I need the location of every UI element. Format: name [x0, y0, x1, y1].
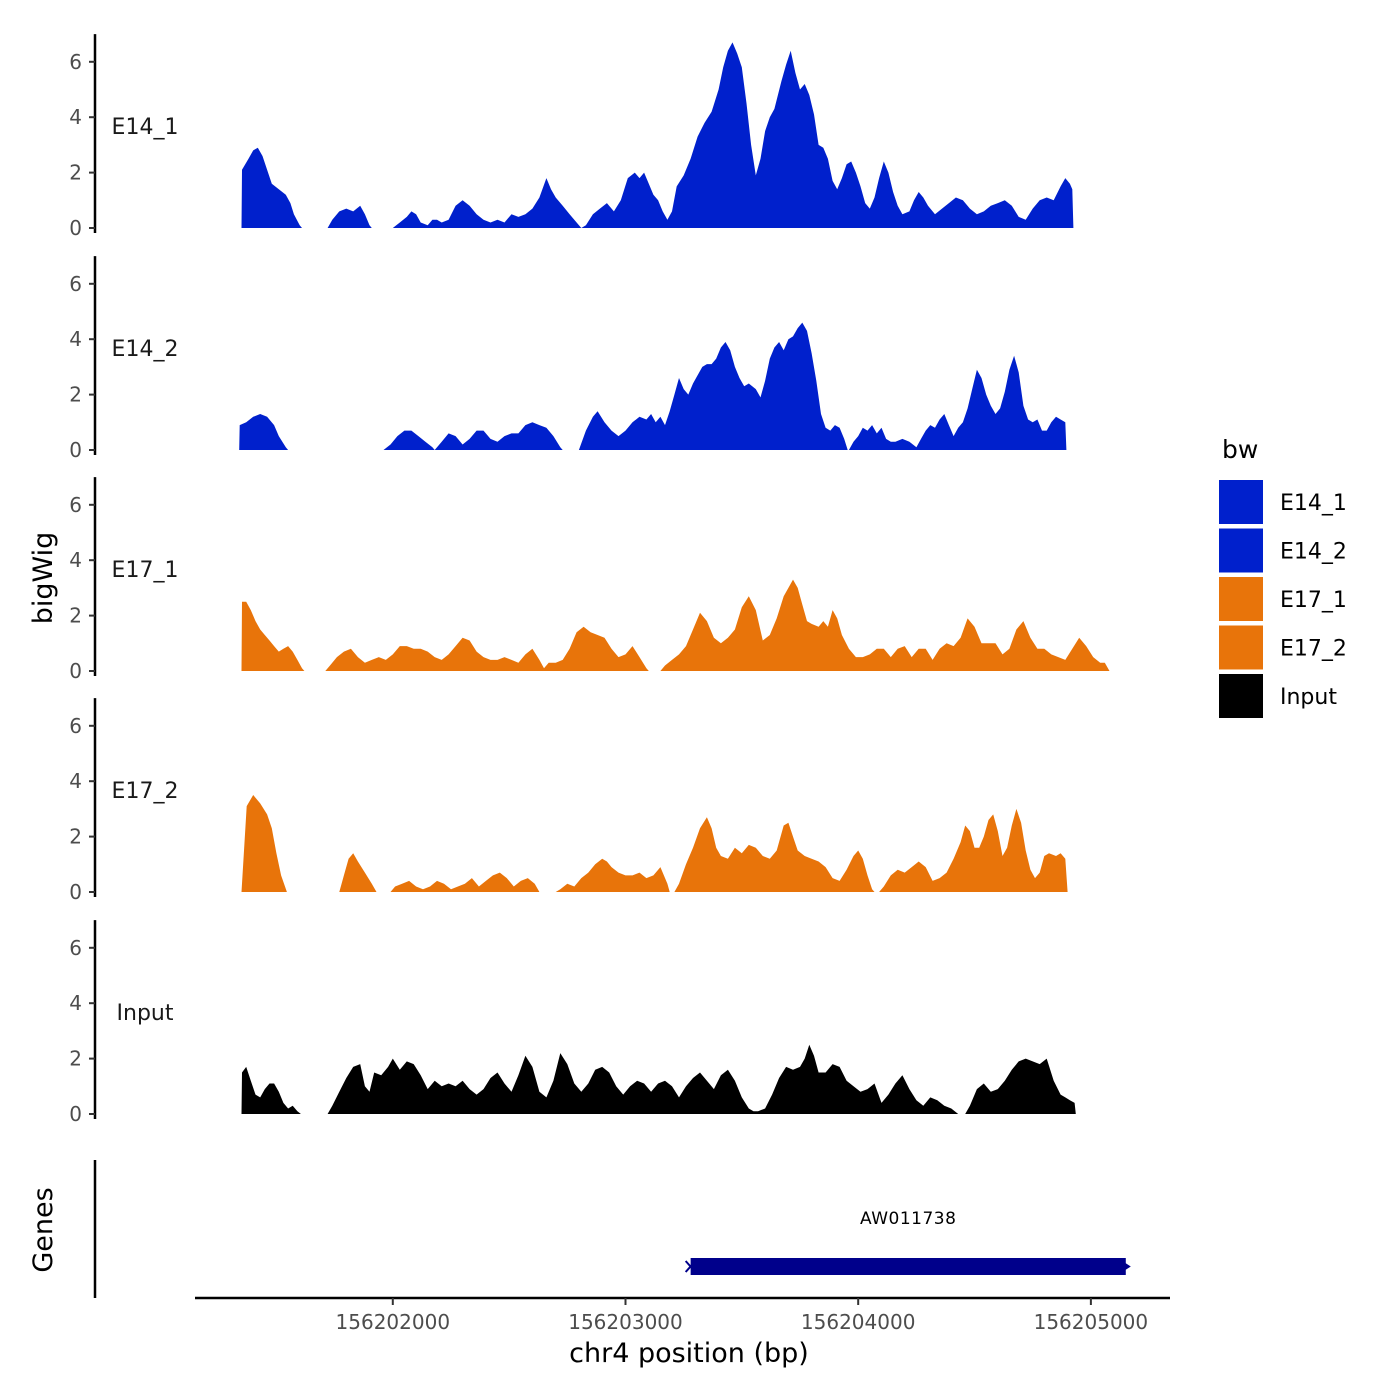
coverage-area-E14_1	[241, 42, 1074, 229]
legend-label-E17_1: E17_1	[1280, 588, 1347, 613]
panel-label-E14_1: E14_1	[112, 115, 179, 140]
track-panel-E14_2: 0 2 4 6 E14_2	[69, 256, 1067, 462]
track-panel-E17_2: 0 2 4 6 E17_2	[69, 698, 1068, 904]
legend-label-E14_1: E14_1	[1280, 491, 1347, 516]
x-tick-label: 156203000	[568, 1310, 683, 1334]
gene-body-AW011738	[690, 1258, 1126, 1275]
legend-label-E17_2: E17_2	[1280, 637, 1347, 662]
track-panel-Input: 0 2 4 6 Input	[69, 920, 1076, 1126]
y-tick-label: 0	[69, 659, 82, 683]
y-tick-label: 6	[69, 493, 82, 517]
coverage-area-E17_1	[241, 579, 1110, 671]
y-tick-label: 2	[69, 604, 82, 628]
legend-title: bw	[1222, 435, 1258, 464]
y-tick-label: 2	[69, 161, 82, 185]
gene-end-marker	[1123, 1262, 1131, 1271]
y-tick-label: 4	[69, 548, 82, 572]
coverage-area-Input	[241, 1044, 1076, 1114]
panel-label-E14_2: E14_2	[112, 337, 179, 362]
coverage-area-E14_2	[239, 322, 1067, 450]
y-tick-label: 0	[69, 880, 82, 904]
y-tick-label: 6	[69, 272, 82, 296]
y-tick-label: 4	[69, 991, 82, 1015]
x-tick-label: 156204000	[801, 1310, 916, 1334]
y-tick-label: 6	[69, 714, 82, 738]
panel-label-E17_1: E17_1	[112, 558, 179, 583]
panel-label-E17_2: E17_2	[112, 779, 179, 804]
y-axis-title: bigWig	[28, 532, 59, 625]
panel-label-Input: Input	[117, 1001, 174, 1026]
legend-swatch-E17_2	[1219, 625, 1263, 670]
x-tick-label: 156202000	[336, 1310, 451, 1334]
legend: bw E14_1 E14_2 E17_1 E17_2 Input	[1219, 435, 1347, 718]
track-panel-E14_1: 0 2 4 6 E14_1	[69, 34, 1074, 240]
gene-label-AW011738: AW011738	[860, 1209, 956, 1229]
legend-swatch-E17_1	[1219, 577, 1263, 621]
legend-label-E14_2: E14_2	[1280, 540, 1347, 565]
legend-label-Input: Input	[1280, 685, 1337, 710]
y-tick-label: 4	[69, 105, 82, 129]
legend-swatch-E14_1	[1219, 480, 1263, 524]
y-tick-label: 4	[69, 327, 82, 351]
x-axis-title: chr4 position (bp)	[569, 1338, 809, 1369]
y-tick-label: 6	[69, 50, 82, 74]
genes-track: AW011738	[93, 1160, 1131, 1298]
legend-swatch-E14_2	[1219, 528, 1263, 573]
y-tick-label: 4	[69, 769, 82, 793]
legend-swatch-Input	[1219, 674, 1263, 718]
gene-strand-marker	[684, 1260, 695, 1273]
genes-axis-title: Genes	[28, 1187, 59, 1272]
y-tick-label: 6	[69, 936, 82, 960]
y-tick-label: 0	[69, 438, 82, 462]
y-tick-label: 2	[69, 1047, 82, 1071]
track-panel-E17_1: 0 2 4 6 E17_1	[69, 477, 1110, 683]
track-panels: 0 2 4 6 E14_1 0 2 4 6 E14_2 0 2 4 6 E17_1 0 2 4 6 E17_2 0 2 4 6…	[69, 34, 1110, 1126]
y-tick-label: 0	[69, 216, 82, 240]
coverage-area-E17_2	[241, 795, 1068, 892]
y-tick-label: 0	[69, 1102, 82, 1126]
x-tick-label: 156205000	[1034, 1310, 1149, 1334]
x-axis: 156202000 156203000 156204000 156205000	[195, 1296, 1170, 1334]
y-tick-label: 2	[69, 825, 82, 849]
y-tick-label: 2	[69, 383, 82, 407]
